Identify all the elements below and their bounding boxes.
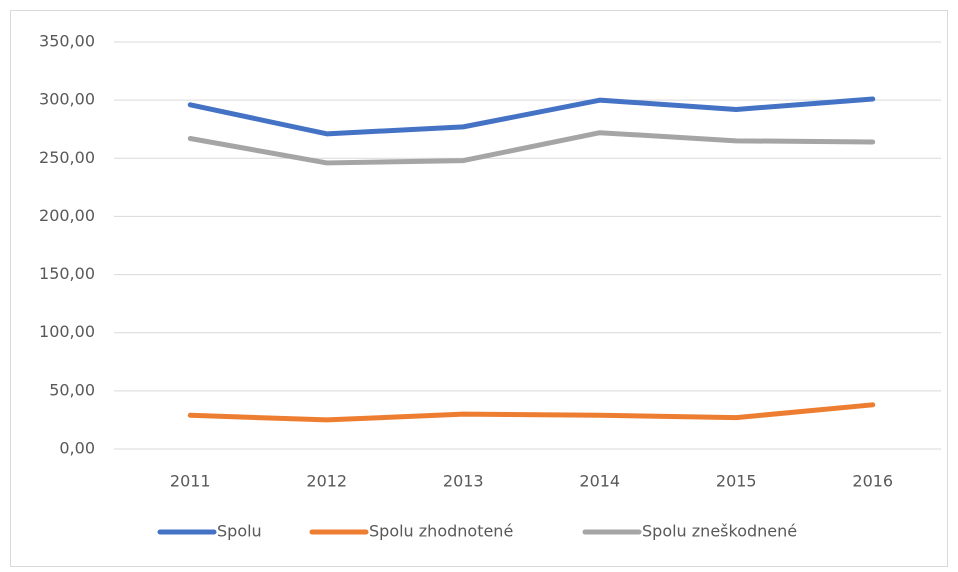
y-tick-label: 100,00 [39, 322, 95, 341]
line-series [187, 130, 876, 166]
y-tick-label: 150,00 [39, 264, 95, 283]
x-tick-label: 2012 [306, 472, 347, 491]
y-tick-label: 50,00 [49, 380, 95, 399]
y-tick-label: 300,00 [39, 90, 95, 109]
legend-label: Spolu zhodnotené [369, 522, 513, 541]
y-tick-label: 200,00 [39, 206, 95, 225]
y-tick-label: 0,00 [59, 439, 95, 458]
y-tick-label: 350,00 [39, 32, 95, 51]
x-tick-label: 2016 [852, 472, 893, 491]
y-tick-label: 250,00 [39, 148, 95, 167]
legend-label: Spolu zneškodnené [642, 522, 797, 541]
line-series [187, 96, 876, 137]
x-tick-label: 2013 [443, 472, 484, 491]
x-tick-label: 2014 [579, 472, 620, 491]
x-tick-label: 2011 [170, 472, 211, 491]
x-tick-label: 2015 [716, 472, 757, 491]
line-series [187, 402, 876, 423]
legend-label: Spolu [217, 522, 262, 541]
